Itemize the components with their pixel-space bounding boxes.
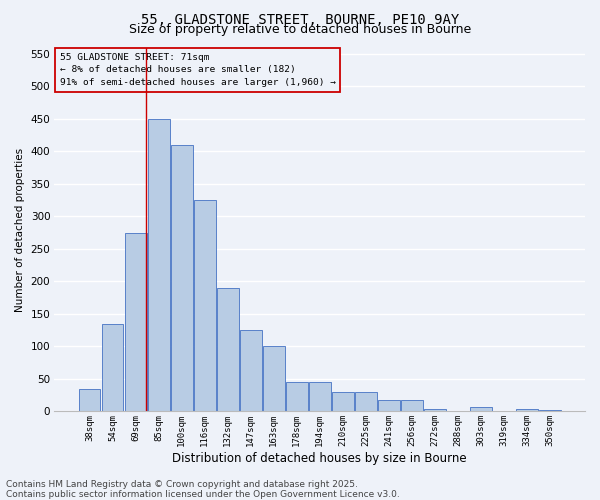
Bar bbox=[332, 392, 353, 411]
Bar bbox=[125, 232, 146, 412]
Bar bbox=[194, 200, 215, 412]
Bar bbox=[424, 410, 446, 412]
Text: 55, GLADSTONE STREET, BOURNE, PE10 9AY: 55, GLADSTONE STREET, BOURNE, PE10 9AY bbox=[141, 12, 459, 26]
Bar bbox=[170, 145, 193, 411]
Bar bbox=[516, 410, 538, 412]
Y-axis label: Number of detached properties: Number of detached properties bbox=[15, 148, 25, 312]
Bar bbox=[378, 400, 400, 411]
Text: Contains HM Land Registry data © Crown copyright and database right 2025.
Contai: Contains HM Land Registry data © Crown c… bbox=[6, 480, 400, 499]
Bar bbox=[355, 392, 377, 411]
Text: 55 GLADSTONE STREET: 71sqm
← 8% of detached houses are smaller (182)
91% of semi: 55 GLADSTONE STREET: 71sqm ← 8% of detac… bbox=[60, 53, 336, 87]
Bar bbox=[309, 382, 331, 412]
Bar bbox=[263, 346, 284, 412]
X-axis label: Distribution of detached houses by size in Bourne: Distribution of detached houses by size … bbox=[172, 452, 467, 465]
Bar bbox=[401, 400, 423, 411]
Bar bbox=[79, 388, 100, 411]
Bar bbox=[217, 288, 239, 412]
Text: Size of property relative to detached houses in Bourne: Size of property relative to detached ho… bbox=[129, 22, 471, 36]
Bar bbox=[470, 407, 492, 412]
Bar bbox=[240, 330, 262, 411]
Bar bbox=[539, 410, 561, 412]
Bar bbox=[148, 119, 170, 412]
Bar bbox=[286, 382, 308, 412]
Bar bbox=[101, 324, 124, 412]
